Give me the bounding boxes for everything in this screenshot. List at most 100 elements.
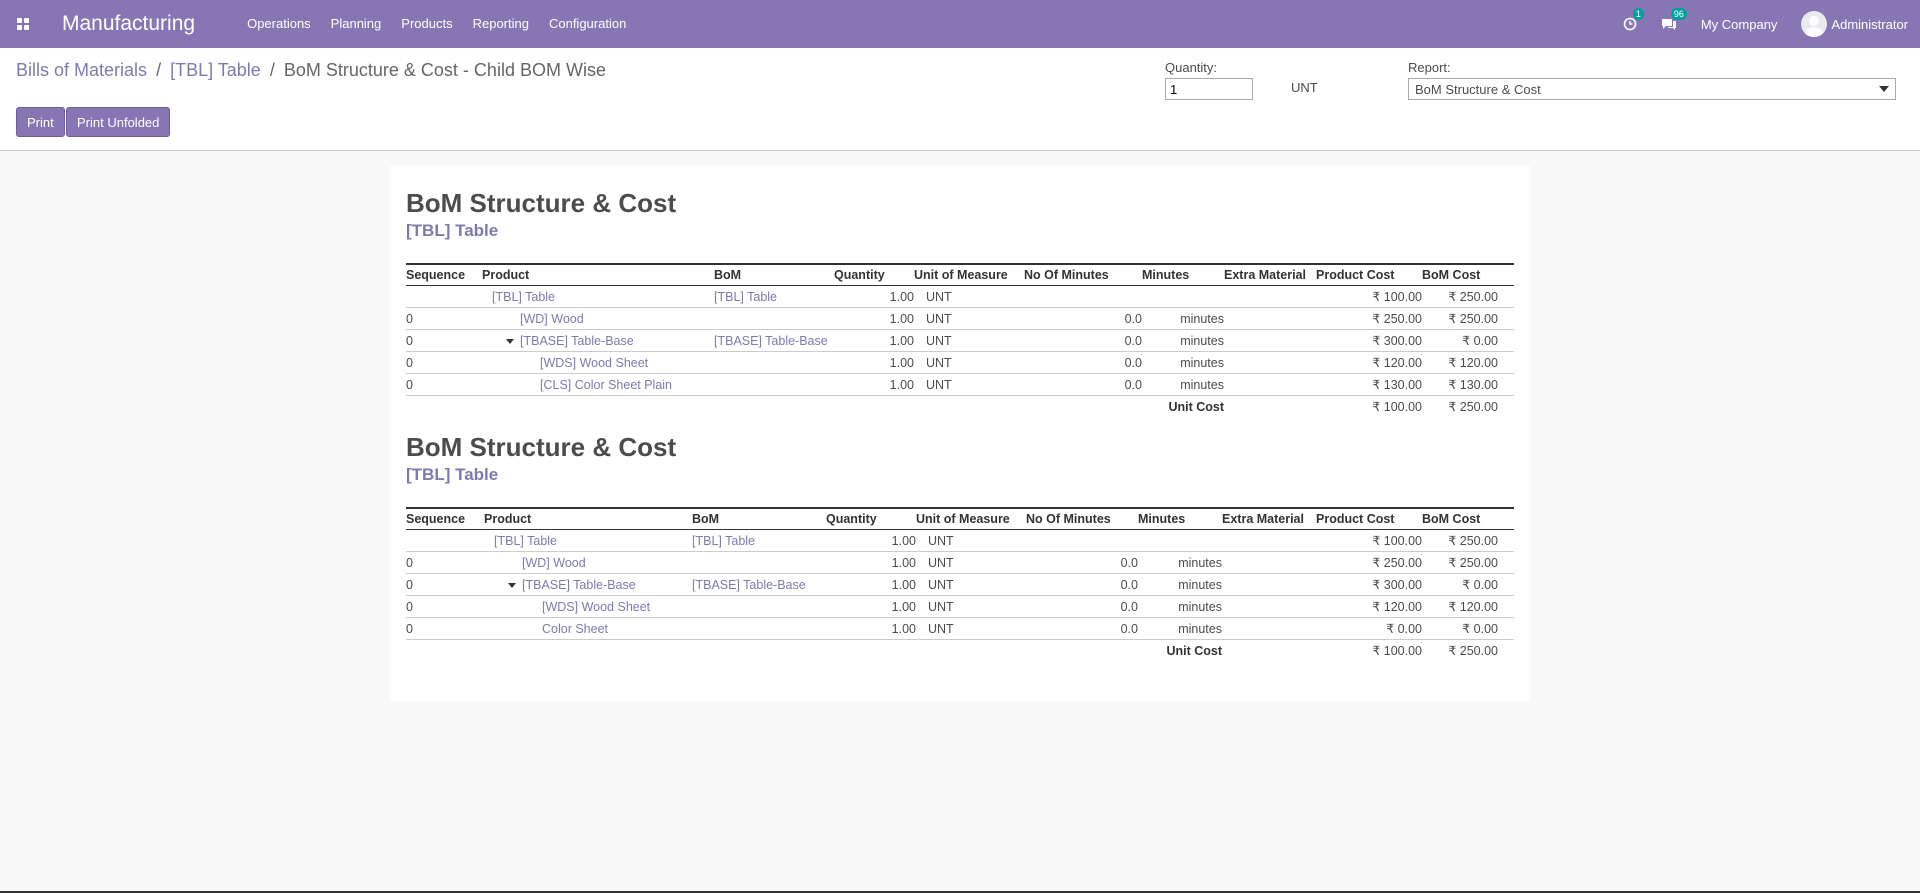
total-row: Unit Cost ₹ 100.00 ₹ 250.00	[406, 639, 1514, 661]
report-sheet: BoM Structure & Cost [TBL] Table Sequenc…	[390, 166, 1530, 702]
bom-table: Sequence Product BoM Quantity Unit of Me…	[406, 263, 1514, 417]
menu-configuration[interactable]: Configuration	[548, 16, 627, 31]
row-sequence: 0	[406, 329, 482, 352]
activity-badge: 1	[1632, 8, 1644, 20]
col-minutes: Minutes	[1142, 263, 1224, 286]
breadcrumb-bills-of-materials[interactable]: Bills of Materials	[16, 60, 148, 80]
row-product-link[interactable]: [WD] Wood	[522, 555, 586, 570]
apps-menu-icon[interactable]	[0, 0, 46, 48]
row-quantity: 1.00	[826, 529, 916, 552]
row-uom: UNT	[916, 617, 1026, 640]
report-label: Report:	[1408, 60, 1451, 75]
menu-products[interactable]: Products	[401, 16, 453, 31]
report-subtitle[interactable]: [TBL] Table	[406, 465, 499, 484]
row-extra-material	[1224, 285, 1316, 308]
col-bom: BoM	[692, 507, 826, 530]
row-product-link[interactable]: [TBL] Table	[492, 289, 556, 304]
menu-planning[interactable]: Planning	[330, 16, 382, 31]
row-bom-cost: ₹ 0.00	[1422, 329, 1514, 352]
col-extra-material: Extra Material	[1224, 263, 1316, 286]
company-switcher[interactable]: My Company	[1700, 16, 1778, 32]
total-product-cost: ₹ 100.00	[1316, 395, 1422, 417]
row-product-link[interactable]: [WDS] Wood Sheet	[540, 355, 649, 370]
row-bom-link[interactable]: [TBL] Table	[692, 533, 756, 548]
table-row: 0 [WD] Wood 1.00 UNT 0.0 minutes ₹ 250.0…	[406, 307, 1514, 330]
report-subtitle[interactable]: [TBL] Table	[406, 221, 499, 240]
row-bom-cost: ₹ 250.00	[1422, 285, 1514, 308]
row-no-of-minutes	[1026, 529, 1138, 552]
row-minutes: minutes	[1142, 373, 1224, 396]
row-product-link[interactable]: [TBASE] Table-Base	[522, 577, 636, 592]
col-no-of-minutes: No Of Minutes	[1024, 263, 1142, 286]
row-bom-cost: ₹ 250.00	[1422, 307, 1514, 330]
col-product-cost: Product Cost	[1316, 507, 1422, 530]
breadcrumb-table[interactable]: [TBL] Table	[170, 60, 261, 80]
row-no-of-minutes: 0.0	[1026, 617, 1138, 640]
row-quantity: 1.00	[826, 573, 916, 596]
quantity-input[interactable]	[1165, 78, 1253, 100]
unit-cost-label: Unit Cost	[1138, 639, 1222, 661]
app-name[interactable]: Manufacturing	[62, 12, 196, 35]
user-menu[interactable]: Administrator	[1789, 11, 1920, 37]
menu-operations[interactable]: Operations	[247, 16, 311, 31]
systray: 1 96 My Company Administrator	[1611, 0, 1920, 48]
menu-reporting[interactable]: Reporting	[472, 16, 529, 31]
row-sequence: 0	[406, 551, 484, 574]
row-quantity: 1.00	[834, 285, 914, 308]
row-product-link[interactable]: [TBASE] Table-Base	[520, 333, 634, 348]
row-bom-cost: ₹ 0.00	[1422, 617, 1514, 640]
row-minutes: minutes	[1138, 573, 1222, 596]
report-select[interactable]: BoM Structure & Cost	[1408, 78, 1896, 100]
caret-down-icon[interactable]	[508, 582, 516, 588]
col-uom: Unit of Measure	[916, 507, 1026, 530]
row-no-of-minutes: 0.0	[1026, 573, 1138, 596]
activity-button[interactable]: 1	[1611, 8, 1649, 31]
row-product-link[interactable]: [WD] Wood	[520, 311, 584, 326]
row-product-link[interactable]: [CLS] Color Sheet Plain	[540, 377, 673, 392]
row-no-of-minutes: 0.0	[1024, 307, 1142, 330]
row-extra-material	[1222, 595, 1316, 618]
print-button[interactable]: Print	[16, 107, 65, 137]
col-quantity: Quantity	[826, 507, 916, 530]
row-no-of-minutes: 0.0	[1024, 351, 1142, 374]
table-row: 0 [WD] Wood 1.00 UNT 0.0 minutes ₹ 250.0…	[406, 551, 1514, 574]
row-extra-material	[1222, 551, 1316, 574]
report-block: BoM Structure & Cost [TBL] Table Sequenc…	[406, 188, 1514, 417]
col-bom: BoM	[714, 263, 834, 286]
table-row: [TBL] Table [TBL] Table 1.00 UNT ₹ 100.0…	[406, 529, 1514, 552]
breadcrumb-separator: /	[269, 60, 275, 80]
row-product-cost: ₹ 300.00	[1316, 573, 1422, 596]
row-product-cost: ₹ 130.00	[1316, 373, 1422, 396]
table-row: 0 [CLS] Color Sheet Plain 1.00 UNT 0.0 m…	[406, 373, 1514, 396]
total-bom-cost: ₹ 250.00	[1422, 639, 1514, 661]
messages-button[interactable]: 96	[1649, 8, 1689, 31]
row-minutes: minutes	[1142, 329, 1224, 352]
table-row: 0 [TBASE] Table-Base [TBASE] Table-Base …	[406, 329, 1514, 352]
report-block: BoM Structure & Cost [TBL] Table Sequenc…	[406, 432, 1514, 661]
caret-down-icon[interactable]	[506, 338, 514, 344]
row-bom-link[interactable]: [TBL] Table	[714, 289, 778, 304]
top-navbar: Manufacturing Operations Planning Produc…	[0, 0, 1920, 48]
row-bom-cost: ₹ 250.00	[1422, 529, 1514, 552]
col-quantity: Quantity	[834, 263, 914, 286]
col-sequence: Sequence	[406, 263, 482, 286]
table-header: Sequence Product BoM Quantity Unit of Me…	[406, 507, 1514, 530]
row-uom: UNT	[916, 551, 1026, 574]
row-sequence: 0	[406, 351, 482, 374]
row-bom-cost: ₹ 130.00	[1422, 373, 1514, 396]
row-product-link[interactable]: [TBL] Table	[494, 533, 558, 548]
row-minutes	[1138, 529, 1222, 552]
bottom-border	[0, 891, 1920, 893]
row-product-link[interactable]: [WDS] Wood Sheet	[542, 599, 651, 614]
col-product: Product	[482, 263, 714, 286]
row-uom: UNT	[916, 573, 1026, 596]
row-bom-link[interactable]: [TBASE] Table-Base	[714, 333, 828, 348]
col-bom-cost: BoM Cost	[1422, 507, 1514, 530]
row-bom-link[interactable]: [TBASE] Table-Base	[692, 577, 806, 592]
row-quantity: 1.00	[826, 595, 916, 618]
row-extra-material	[1222, 529, 1316, 552]
print-unfolded-button[interactable]: Print Unfolded	[66, 107, 171, 137]
row-no-of-minutes	[1024, 285, 1142, 308]
row-product-link[interactable]: Color Sheet	[542, 621, 609, 636]
chat-icon	[1661, 19, 1676, 30]
